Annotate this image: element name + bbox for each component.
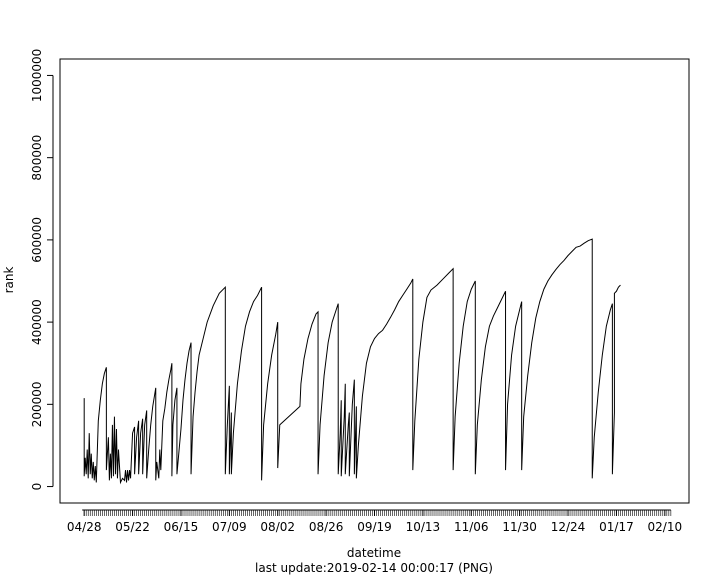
x-tick-label: 05/22 [115, 520, 150, 534]
y-tick-label: 800000 [30, 135, 44, 181]
x-tick-label: 08/26 [309, 520, 344, 534]
x-tick-label: 06/15 [164, 520, 199, 534]
x-axis-label: datetime [347, 546, 401, 560]
x-minor-ticks [83, 510, 672, 516]
y-tick-label: 400000 [30, 299, 44, 345]
y-tick-label: 0 [30, 483, 44, 491]
y-axis-label: rank [2, 267, 16, 294]
x-tick-label: 08/02 [260, 520, 295, 534]
y-tick-label: 200000 [30, 381, 44, 427]
y-axis: 0 200000 400000 600000 800000 1000000 [30, 49, 54, 491]
x-tick-label: 07/09 [212, 520, 247, 534]
x-tick-label: 10/13 [406, 520, 441, 534]
series-line [83, 238, 621, 485]
x-tick-label: 04/28 [67, 520, 102, 534]
y-tick-label: 600000 [30, 217, 44, 263]
y-tick-label: 1000000 [30, 49, 44, 102]
x-tick-label: 09/19 [357, 520, 392, 534]
x-tick-label: 12/24 [551, 520, 586, 534]
footer-update: last update:2019-02-14 00:00:17 (PNG) [255, 561, 493, 575]
plot-frame [59, 58, 690, 504]
x-axis: 04/28 05/22 06/15 07/09 08/02 08/26 09/19 10/13… [67, 509, 683, 534]
x-tick-label: 11/06 [454, 520, 489, 534]
x-tick-label: 01/17 [599, 520, 634, 534]
x-tick-label: 11/30 [502, 520, 537, 534]
x-tick-label: 02/10 [648, 520, 683, 534]
